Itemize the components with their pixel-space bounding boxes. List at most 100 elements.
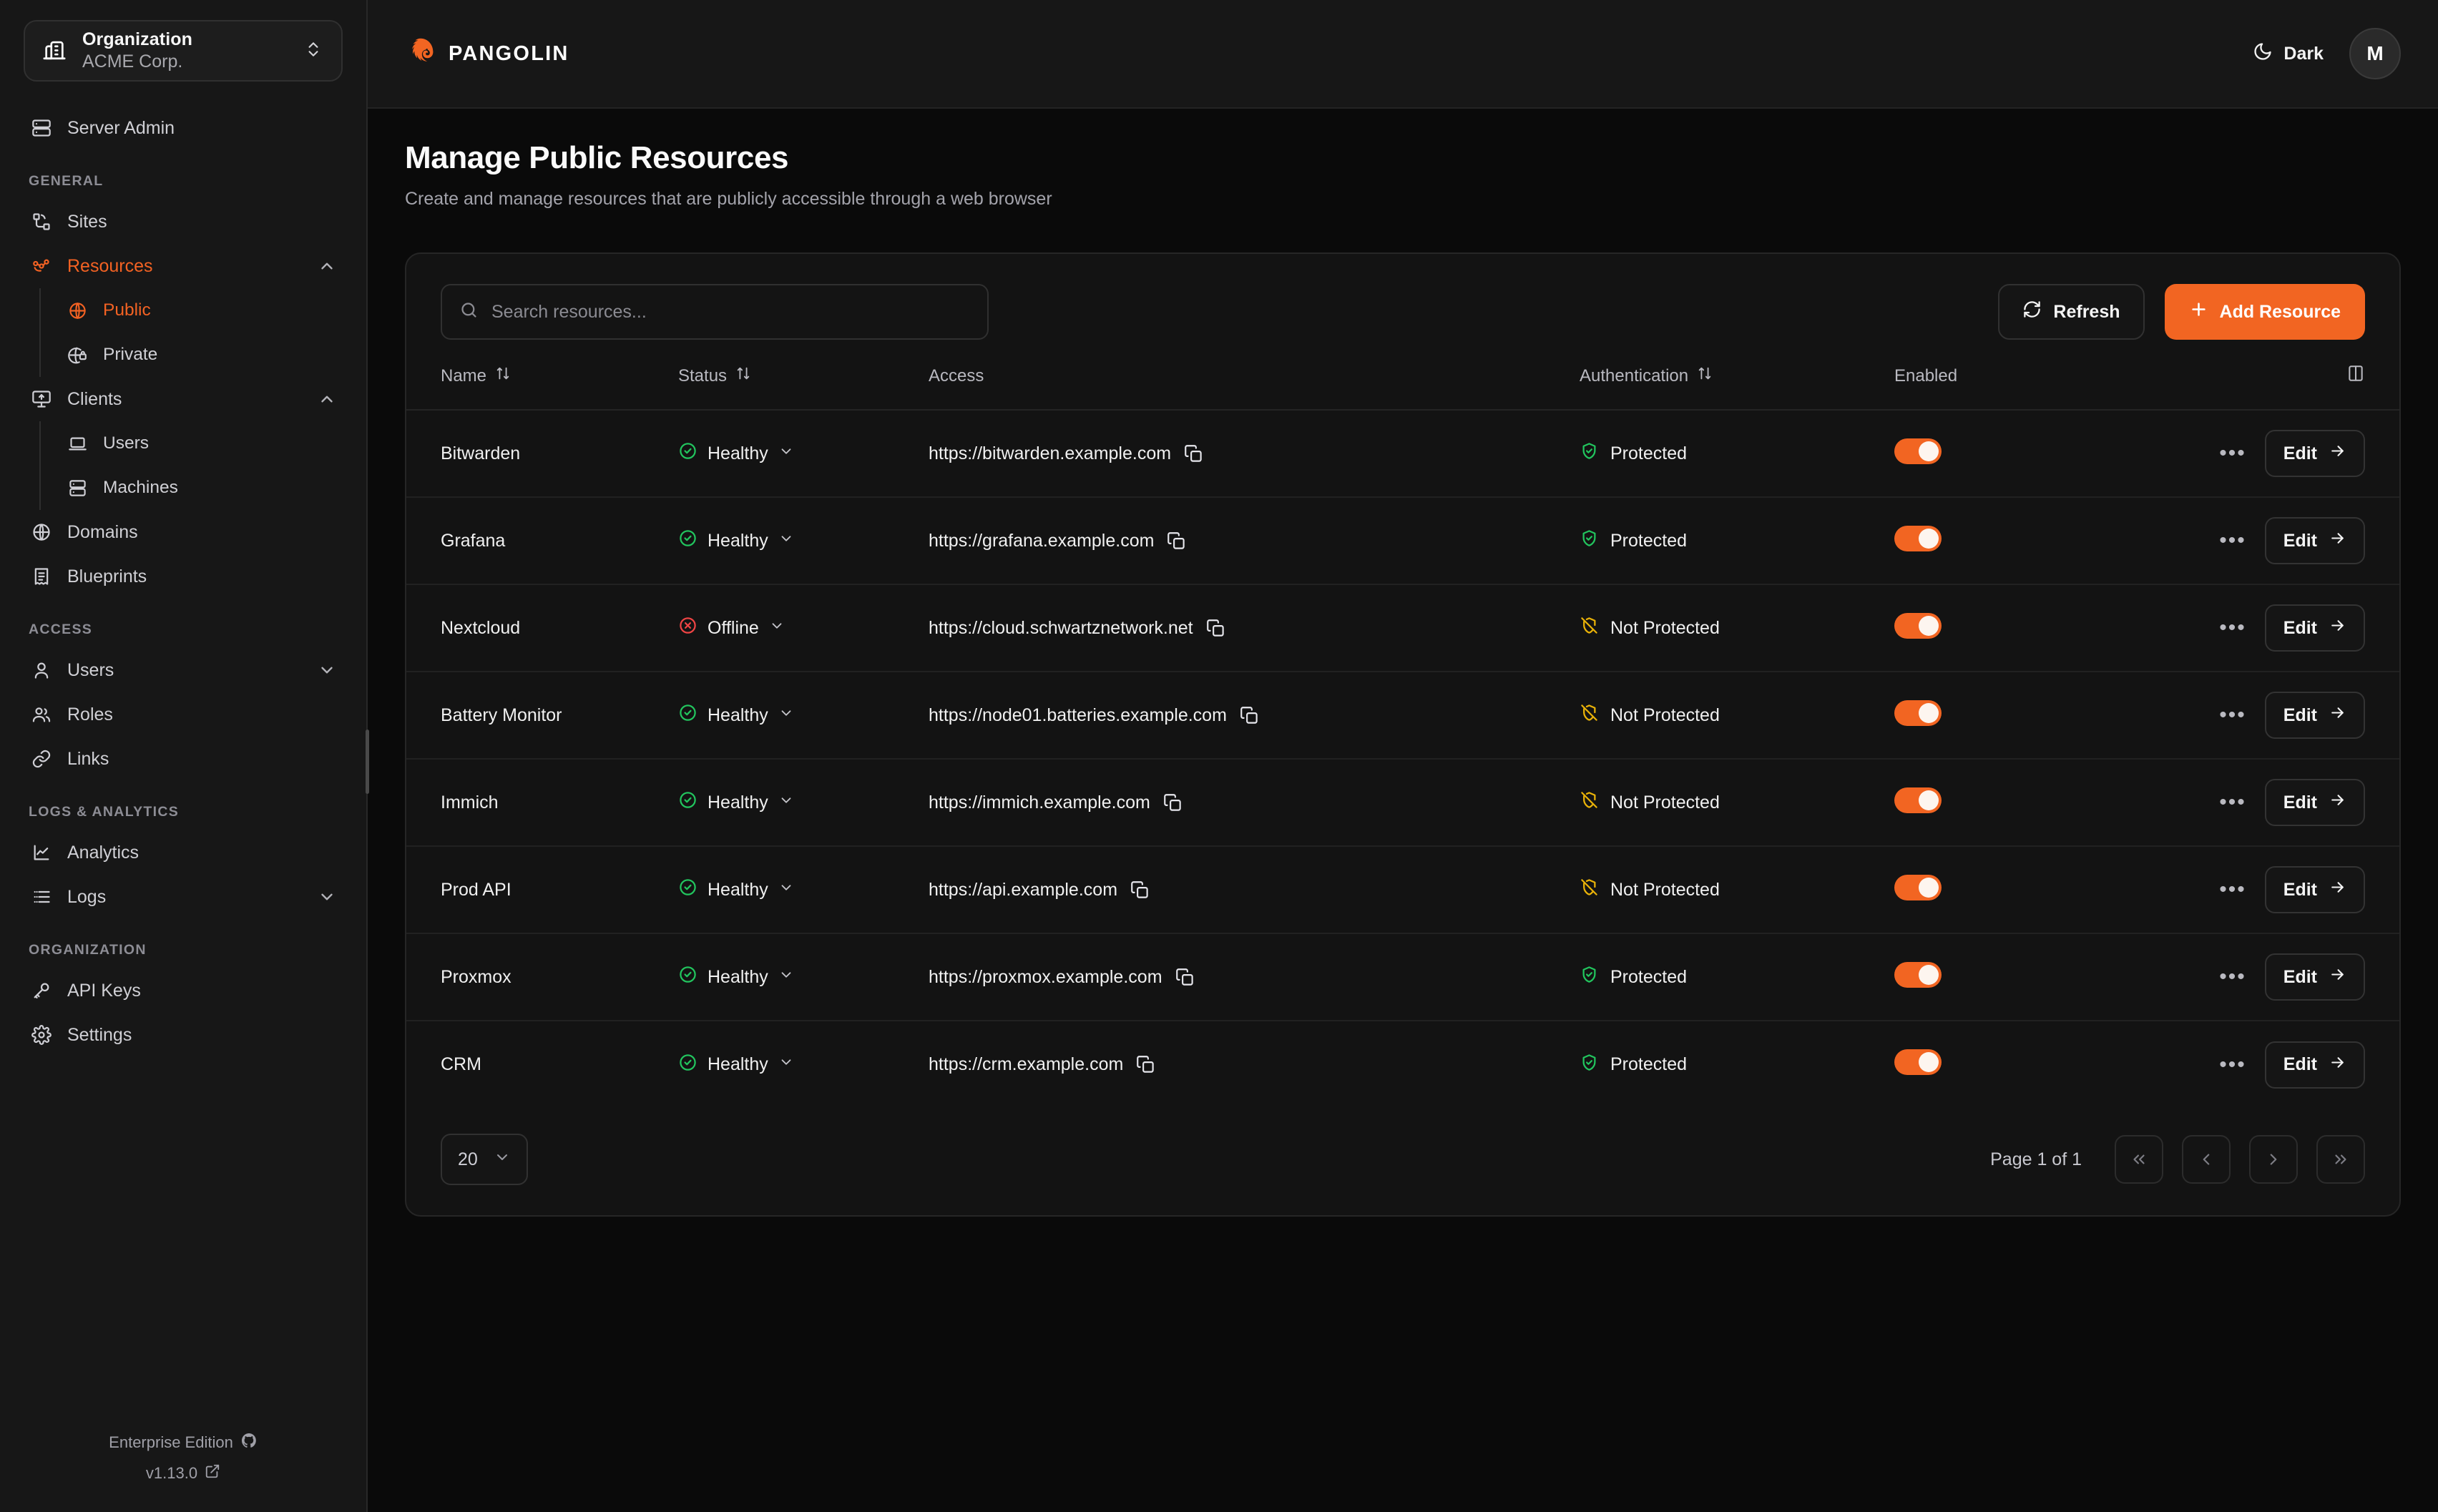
access-url[interactable]: https://cloud.schwartznetwork.net xyxy=(929,617,1193,638)
refresh-button[interactable]: Refresh xyxy=(1998,284,2145,340)
table-row[interactable]: Proxmox Healthy https://proxmox.example.co… xyxy=(406,933,2399,1021)
add-resource-button[interactable]: Add Resource xyxy=(2164,284,2365,340)
chevron-down-icon[interactable] xyxy=(318,661,336,679)
table-row[interactable]: Grafana Healthy https://grafana.example.co… xyxy=(406,497,2399,585)
table-row[interactable]: Bitwarden Healthy https://bitwarden.exampl… xyxy=(406,410,2399,498)
edit-button[interactable]: Edit xyxy=(2264,692,2365,739)
access-url[interactable]: https://api.example.com xyxy=(929,879,1118,900)
ellipsis-icon[interactable]: ••• xyxy=(2219,441,2246,465)
ellipsis-icon[interactable]: ••• xyxy=(2219,1052,2246,1076)
chevron-down-icon[interactable] xyxy=(778,1054,794,1075)
edit-button[interactable]: Edit xyxy=(2264,1041,2365,1089)
ellipsis-icon[interactable]: ••• xyxy=(2219,878,2246,901)
chevron-down-icon[interactable] xyxy=(778,443,794,464)
chevron-down-icon[interactable] xyxy=(778,705,794,726)
enabled-toggle[interactable] xyxy=(1894,874,1942,900)
copy-icon[interactable] xyxy=(1167,531,1186,551)
sidebar-scrollbar[interactable] xyxy=(366,730,369,794)
copy-icon[interactable] xyxy=(1240,706,1259,725)
copy-icon[interactable] xyxy=(1163,793,1183,813)
external-link-icon[interactable] xyxy=(205,1463,220,1483)
ellipsis-icon[interactable]: ••• xyxy=(2219,616,2246,639)
chevron-down-icon[interactable] xyxy=(778,967,794,988)
chevron-up-icon[interactable] xyxy=(318,390,336,408)
edition-row[interactable]: Enterprise Edition xyxy=(0,1432,366,1453)
cell-status[interactable]: Healthy xyxy=(678,410,929,498)
table-row[interactable]: Nextcloud Offline https://cloud.schwartzne… xyxy=(406,584,2399,672)
chevron-down-icon[interactable] xyxy=(769,618,785,639)
access-url[interactable]: https://proxmox.example.com xyxy=(929,966,1162,987)
column-header-access[interactable]: Access xyxy=(929,364,1580,411)
chevron-down-icon[interactable] xyxy=(318,888,336,906)
cell-status[interactable]: Healthy xyxy=(678,672,929,760)
org-switcher[interactable]: Organization ACME Corp. xyxy=(24,20,343,82)
chevron-down-icon[interactable] xyxy=(778,880,794,900)
sidebar-item-clients[interactable]: Clients xyxy=(20,377,346,421)
prev-page-button[interactable] xyxy=(2182,1135,2231,1184)
avatar[interactable]: M xyxy=(2349,28,2401,79)
access-url[interactable]: https://bitwarden.example.com xyxy=(929,443,1172,463)
edit-button[interactable]: Edit xyxy=(2264,430,2365,477)
cell-status[interactable]: Healthy xyxy=(678,759,929,847)
edit-button[interactable]: Edit xyxy=(2264,866,2365,913)
table-row[interactable]: Battery Monitor Healthy https://node01.bat… xyxy=(406,672,2399,760)
enabled-toggle[interactable] xyxy=(1894,787,1942,813)
sidebar-item-users-clients[interactable]: Users xyxy=(56,421,346,466)
column-header-name[interactable]: Name xyxy=(406,364,678,411)
copy-icon[interactable] xyxy=(1136,1055,1155,1074)
sidebar-item-public[interactable]: Public xyxy=(56,288,346,333)
edit-button[interactable]: Edit xyxy=(2264,953,2365,1001)
columns-icon[interactable] xyxy=(2346,364,2365,383)
column-header-enabled[interactable]: Enabled xyxy=(1894,364,2109,411)
version-row[interactable]: v1.13.0 xyxy=(0,1463,366,1483)
edit-button[interactable]: Edit xyxy=(2264,779,2365,826)
cell-status[interactable]: Healthy xyxy=(678,497,929,585)
chevron-down-icon[interactable] xyxy=(778,531,794,551)
ellipsis-icon[interactable]: ••• xyxy=(2219,790,2246,814)
github-icon[interactable] xyxy=(240,1432,258,1453)
sidebar-item-roles[interactable]: Roles xyxy=(20,692,346,737)
ellipsis-icon[interactable]: ••• xyxy=(2219,965,2246,988)
sidebar-item-settings[interactable]: Settings xyxy=(20,1013,346,1057)
access-url[interactable]: https://immich.example.com xyxy=(929,792,1150,813)
search-input[interactable] xyxy=(491,301,970,323)
enabled-toggle[interactable] xyxy=(1894,1049,1942,1075)
edit-button[interactable]: Edit xyxy=(2264,517,2365,564)
next-page-button[interactable] xyxy=(2249,1135,2298,1184)
sort-icon[interactable] xyxy=(1697,365,1713,386)
table-row[interactable]: Prod API Healthy https://api.example.com No… xyxy=(406,846,2399,934)
sort-icon[interactable] xyxy=(735,365,751,386)
chevron-up-icon[interactable] xyxy=(318,257,336,275)
edit-button[interactable]: Edit xyxy=(2264,604,2365,652)
sidebar-item-domains[interactable]: Domains xyxy=(20,510,346,554)
last-page-button[interactable] xyxy=(2316,1135,2365,1184)
page-size-select[interactable]: 20 xyxy=(441,1134,528,1185)
ellipsis-icon[interactable]: ••• xyxy=(2219,529,2246,552)
cell-status[interactable]: Healthy xyxy=(678,933,929,1021)
search-box[interactable] xyxy=(441,284,989,340)
theme-toggle[interactable]: Dark xyxy=(2253,41,2324,67)
ellipsis-icon[interactable]: ••• xyxy=(2219,703,2246,727)
copy-icon[interactable] xyxy=(1206,619,1225,638)
enabled-toggle[interactable] xyxy=(1894,961,1942,988)
access-url[interactable]: https://grafana.example.com xyxy=(929,530,1155,551)
sidebar-item-api-keys[interactable]: API Keys xyxy=(20,968,346,1013)
sidebar-item-logs[interactable]: Logs xyxy=(20,875,346,919)
sidebar-item-server-admin[interactable]: Server Admin xyxy=(20,106,346,150)
first-page-button[interactable] xyxy=(2115,1135,2163,1184)
sidebar-item-links[interactable]: Links xyxy=(20,737,346,781)
copy-icon[interactable] xyxy=(1184,444,1203,463)
copy-icon[interactable] xyxy=(1130,880,1150,900)
brand[interactable]: PANGOLIN xyxy=(405,36,569,72)
sidebar-item-users[interactable]: Users xyxy=(20,648,346,692)
sidebar-item-blueprints[interactable]: Blueprints xyxy=(20,554,346,599)
sidebar-item-sites[interactable]: Sites xyxy=(20,200,346,244)
table-row[interactable]: CRM Healthy https://crm.example.com Protect… xyxy=(406,1021,2399,1108)
access-url[interactable]: https://node01.batteries.example.com xyxy=(929,705,1227,725)
cell-status[interactable]: Healthy xyxy=(678,846,929,934)
cell-status[interactable]: Offline xyxy=(678,584,929,672)
sort-icon[interactable] xyxy=(495,365,511,386)
sidebar-item-machines[interactable]: Machines xyxy=(56,466,346,510)
enabled-toggle[interactable] xyxy=(1894,525,1942,551)
enabled-toggle[interactable] xyxy=(1894,699,1942,726)
